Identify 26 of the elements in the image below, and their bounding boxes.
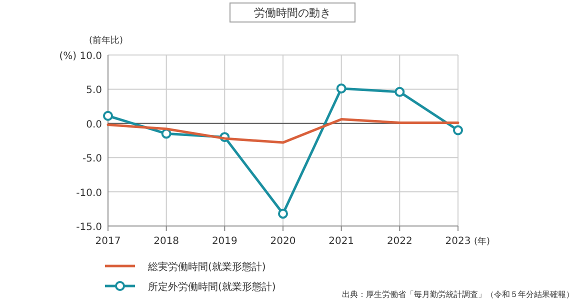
point: [336, 84, 346, 94]
y-tick-label: 5.0: [86, 85, 102, 96]
legend-label: 所定外労働時間(就業形態計): [148, 281, 276, 293]
y-tick-label: (%) 10.0: [59, 51, 102, 62]
point: [103, 110, 113, 121]
source-note: 出典：厚生労働省「毎月勤労統計調査」（令和５年分結果確報）: [342, 290, 574, 299]
point: [278, 208, 288, 219]
x-tick-label: 2017: [95, 236, 121, 247]
x-axis-title: (年): [474, 236, 490, 247]
point: [394, 86, 405, 97]
x-tick-label: 2019: [212, 236, 238, 247]
line-series: [106, 118, 460, 144]
y-tick-label: -5.0: [82, 154, 102, 165]
y-axis-title: (前年比): [88, 35, 124, 46]
legend-label: 総実労働時間(就業形態計): [147, 261, 266, 273]
x-tick-label: 2020: [270, 236, 296, 247]
chart-title: 労働時間の動き: [254, 6, 331, 20]
point: [161, 128, 172, 139]
y-tick-label: -15.0: [76, 222, 102, 233]
x-tick-label: 2021: [328, 236, 354, 247]
x-tick-label: 2022: [386, 236, 412, 247]
point: [453, 125, 463, 136]
y-tick-label: -10.0: [76, 188, 102, 199]
y-tick-label: 0.0: [86, 119, 102, 130]
x-tick-label: 2018: [154, 236, 180, 247]
x-tick-label: 2023: [445, 236, 471, 247]
